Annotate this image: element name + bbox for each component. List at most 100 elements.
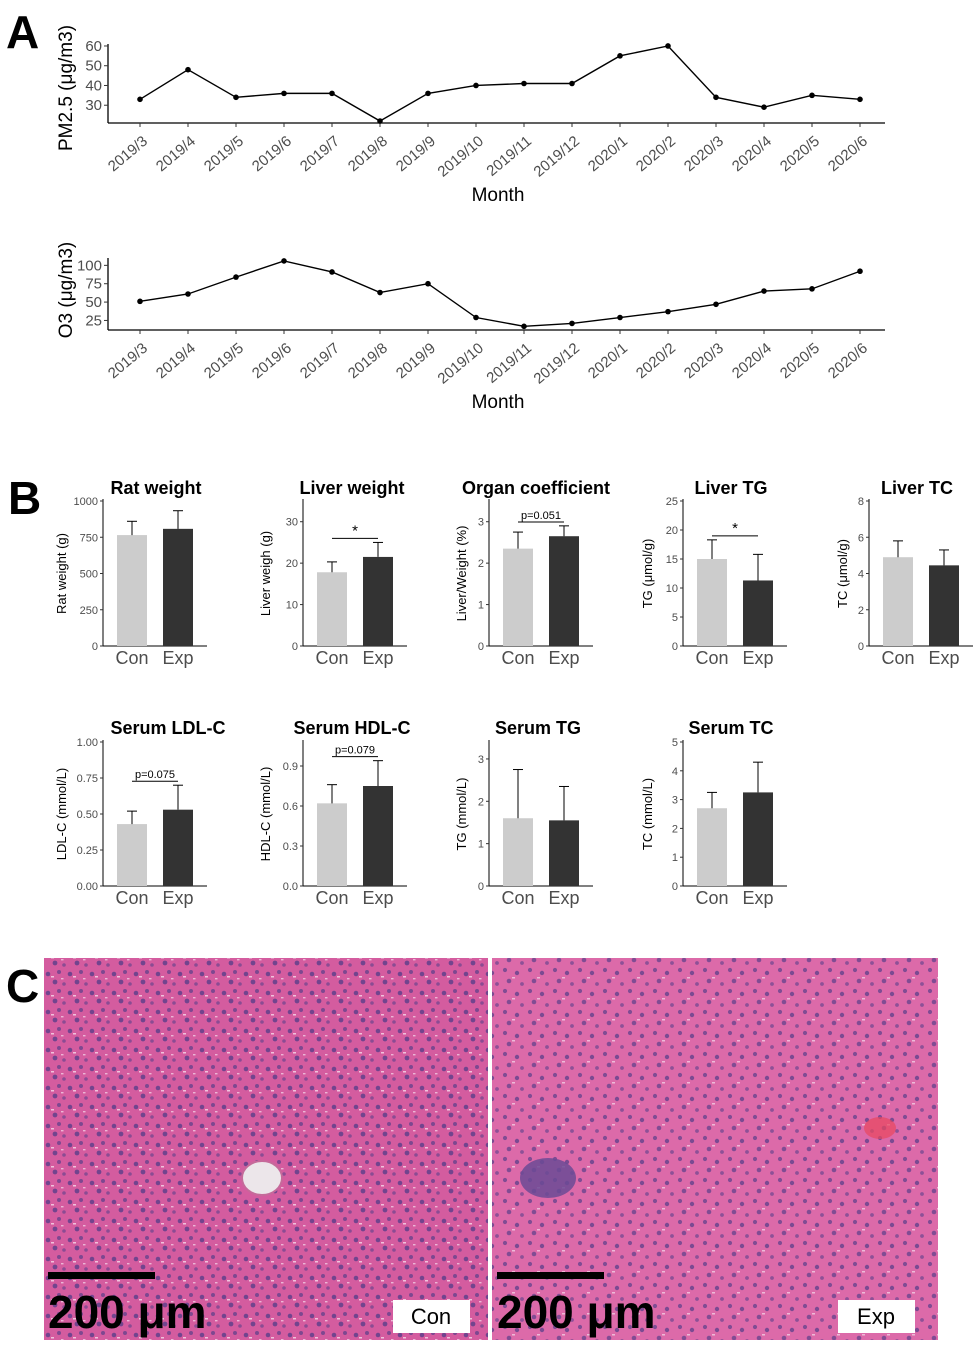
pm25-x-tick-label: 2020/6 — [825, 133, 871, 176]
o3-data-point — [857, 268, 863, 275]
o3-data-point — [473, 314, 479, 321]
liver-weight-bar-exp — [363, 556, 393, 646]
organ-coefficient-title: Organ coefficient — [462, 478, 610, 498]
liver-weight-title: Liver weight — [299, 478, 404, 498]
o3-data-point — [809, 286, 815, 292]
o3-x-tick-label: 2020/1 — [585, 340, 631, 383]
o3-x-tick-label: 2019/4 — [153, 340, 199, 383]
pm25-y-tick-label: 50 — [85, 58, 102, 75]
o3-data-point — [521, 323, 527, 330]
o3-x-tick-label: 2020/3 — [681, 340, 727, 383]
liver-tg-y-tick-label: 25 — [666, 496, 678, 508]
pm25-data-point — [569, 80, 575, 87]
serum-tg-bar-con — [503, 818, 533, 886]
o3-data-point — [761, 288, 767, 294]
liver-tg-y-tick-label: 0 — [672, 641, 678, 653]
o3-x-tick-label: 2019/9 — [393, 340, 439, 383]
o3-x-tick-label: 2019/7 — [297, 340, 343, 383]
rat-weight-category-label: Exp — [162, 648, 193, 668]
liver-weight-y-axis-title: Liver weigh (g) — [258, 531, 273, 616]
o3-data-point — [329, 269, 335, 275]
liver-tc-bar-chart: Liver TC 0 2 4 6 8 TC (μmol/g) Con Exp — [835, 478, 973, 668]
organ-coefficient-bar-exp — [549, 536, 579, 646]
label-box-con — [393, 1300, 470, 1333]
liver-tg-category-label: Con — [695, 648, 728, 668]
serum-tc-y-tick-label: 3 — [672, 795, 678, 807]
serum-tc-bar-exp — [743, 792, 773, 886]
serum-hdl-significance-label: p=0.079 — [335, 745, 375, 757]
serum-tg-y-tick-label: 0 — [478, 881, 484, 893]
pm25-y-axis-title: PM2.5 (μg/m3) — [56, 25, 77, 151]
pm25-series-line — [139, 45, 861, 122]
serum-tc-title: Serum TC — [688, 718, 773, 738]
liver-tc-bar-exp — [929, 565, 959, 646]
pm25-x-tick-label: 2019/3 — [105, 133, 151, 176]
serum-ldl-category-label: Exp — [162, 888, 193, 908]
organ-coefficient-y-tick-label: 0 — [478, 641, 484, 653]
serum-tg-y-tick-label: 1 — [478, 839, 484, 851]
o3-x-tick-label: 2020/6 — [825, 340, 871, 383]
central-vein-con — [241, 1160, 283, 1196]
organ-coefficient-y-tick-label: 3 — [478, 517, 484, 529]
scale-bar-exp — [497, 1272, 604, 1279]
liver-tg-y-tick-label: 5 — [672, 612, 678, 624]
serum-hdl-bar-chart: Serum HDL-C 0.0 0.3 0.6 0.9 HDL-C (mmol/L) Con… — [258, 718, 411, 908]
o3-series-line — [139, 260, 861, 328]
rat-weight-y-axis-title: Rat weight (g) — [54, 533, 69, 614]
serum-ldl-bar-exp — [163, 809, 193, 886]
liver-tc-y-tick-label: 4 — [858, 569, 864, 581]
liver-tg-bar-exp — [743, 580, 773, 646]
pm25-x-tick-label: 2019/5 — [201, 133, 247, 176]
rat-weight-bar-chart: Rat weight 0 250 500 750 1000 Rat weight (g) Co… — [54, 478, 207, 668]
pm25-x-tick-label: 2019/6 — [249, 133, 295, 176]
pm25-x-tick-label: 2019/11 — [483, 133, 535, 180]
pm25-data-point — [713, 94, 719, 101]
pm25-data-point — [233, 94, 239, 101]
label-con: Con — [411, 1304, 451, 1329]
serum-tg-bar-exp — [549, 820, 579, 886]
pm25-data-point — [857, 96, 863, 103]
serum-tc-y-tick-label: 4 — [672, 766, 678, 778]
pm25-data-point — [665, 43, 671, 49]
liver-weight-y-tick-label: 20 — [286, 558, 298, 570]
pm25-x-tick-label: 2020/1 — [585, 133, 631, 176]
rat-weight-bar-con — [117, 535, 147, 646]
organ-coefficient-category-label: Con — [501, 648, 534, 668]
liver-weight-bar-chart: Liver weight 0 10 20 30 Liver weigh (g) Con Exp… — [258, 478, 407, 668]
liver-weight-category-label: Exp — [362, 648, 393, 668]
o3-x-tick-label: 2020/4 — [729, 340, 775, 383]
serum-hdl-bar-exp — [363, 786, 393, 886]
serum-tc-category-label: Exp — [742, 888, 773, 908]
liver-tc-y-axis-title: TC (μmol/g) — [835, 539, 850, 608]
serum-ldl-y-tick-label: 1.00 — [77, 737, 98, 749]
serum-ldl-y-tick-label: 0.50 — [77, 809, 98, 821]
panel-letter-b: B — [8, 472, 41, 524]
o3-y-tick-label: 100 — [77, 257, 102, 274]
pm25-y-tick-label: 40 — [85, 77, 102, 94]
pm25-x-tick-label: 2020/5 — [777, 133, 823, 176]
pm25-data-point — [281, 90, 287, 97]
serum-tg-category-label: Con — [501, 888, 534, 908]
liver-weight-significance-label: * — [352, 522, 358, 539]
o3-data-point — [377, 289, 383, 296]
o3-x-tick-label: 2019/8 — [345, 340, 391, 383]
serum-tc-y-tick-label: 2 — [672, 823, 678, 835]
o3-data-point — [425, 280, 431, 287]
micrograph-exp: 200 μm Exp — [492, 958, 938, 1340]
liver-tc-bar-con — [883, 557, 913, 646]
o3-data-point — [569, 320, 575, 327]
serum-ldl-category-label: Con — [115, 888, 148, 908]
liver-tc-y-tick-label: 2 — [858, 605, 864, 617]
liver-tc-category-label: Con — [881, 648, 914, 668]
pm25-data-point — [425, 90, 431, 97]
rat-weight-y-tick-label: 500 — [80, 569, 98, 581]
pm25-data-point — [137, 96, 143, 103]
liver-tg-title: Liver TG — [694, 478, 767, 498]
liver-tg-y-axis-title: TG (μmol/g) — [640, 539, 655, 609]
serum-ldl-y-tick-label: 0.00 — [77, 881, 98, 893]
serum-tg-y-tick-label: 2 — [478, 796, 484, 808]
pm25-data-point — [761, 104, 767, 110]
o3-y-tick-label: 50 — [85, 294, 102, 311]
